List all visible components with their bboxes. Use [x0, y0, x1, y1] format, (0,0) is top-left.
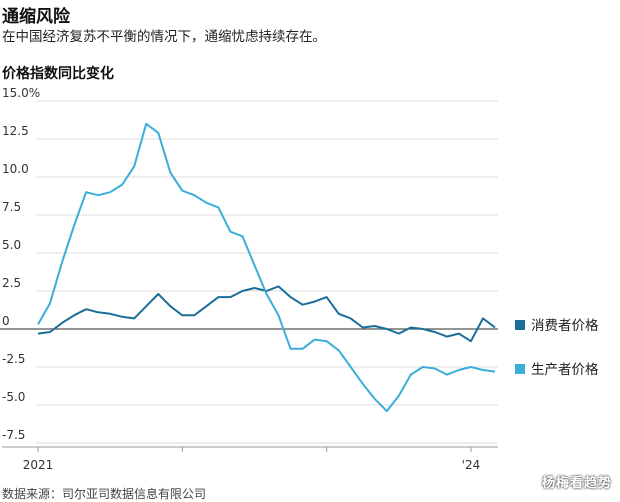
series-line-ppi	[37, 122, 496, 413]
page-title: 通缩风险	[2, 7, 70, 27]
y-tick-label: 0	[2, 314, 10, 328]
x-axis-labels: 2021 '24	[23, 458, 481, 472]
y-tick-label: 12.5	[2, 124, 29, 138]
y-tick-label: 5.0	[2, 238, 21, 252]
watermark: 杨梅看趋势	[541, 476, 612, 491]
page-subtitle: 在中国经济复苏不平衡的情况下，通缩忧虑持续存在。	[2, 29, 326, 45]
y-tick-label: -7.5	[2, 428, 25, 442]
x-axis	[2, 446, 498, 452]
y-tick-label: 15.0%	[2, 86, 40, 100]
y-tick-label: -5.0	[2, 390, 25, 404]
y-tick-label: -2.5	[2, 352, 25, 366]
grid-lines	[0, 100, 498, 444]
y-axis-labels: 15.0% 12.5 10.0 7.5 5.0 2.5 0 -2.5 -5.0 -7.5	[2, 86, 40, 442]
series-line-cpi	[37, 285, 496, 343]
y-tick-label: 7.5	[2, 200, 21, 214]
legend-label: 消费者价格	[531, 318, 599, 334]
legend-label: 生产者价格	[531, 362, 599, 378]
legend-swatch	[515, 364, 525, 374]
source-note: 数据来源：司尔亚司数据信息有限公司	[2, 487, 207, 501]
x-tick-label: 2021	[23, 458, 54, 472]
x-tick-label: '24	[462, 458, 481, 472]
chart-title: 价格指数同比变化	[2, 66, 114, 82]
y-tick-label: 2.5	[2, 276, 21, 290]
y-tick-label: 10.0	[2, 162, 29, 176]
series-lines	[37, 122, 496, 413]
legend-swatch	[515, 320, 525, 330]
